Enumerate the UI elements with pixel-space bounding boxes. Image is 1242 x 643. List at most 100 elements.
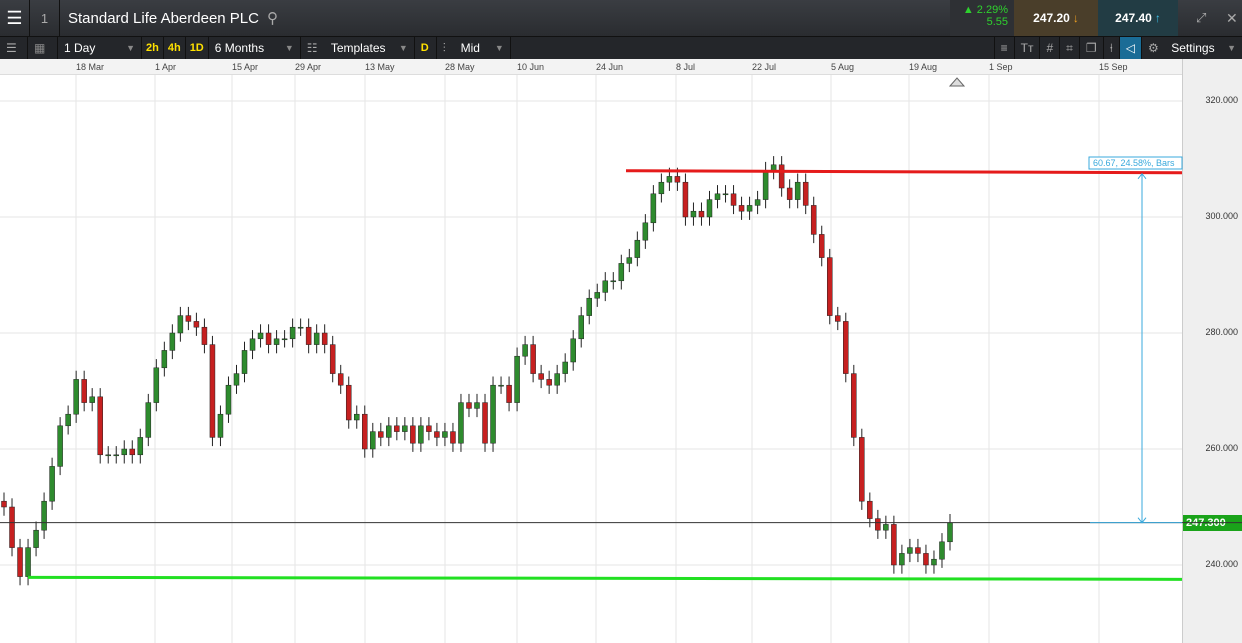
candle-body xyxy=(426,425,432,432)
menu-icon[interactable]: ☰ xyxy=(0,0,30,36)
candle-body xyxy=(281,338,288,341)
candle-body xyxy=(835,315,841,322)
candle-body xyxy=(201,326,208,345)
candle-body xyxy=(915,547,921,554)
draw-grid-icon[interactable]: ⌗ xyxy=(1060,37,1080,59)
templates-label: Templates xyxy=(330,41,386,55)
crosshair-icon[interactable]: ⍿ xyxy=(1104,37,1120,59)
candle-body xyxy=(289,326,296,340)
candle-body xyxy=(466,402,472,409)
arrow-down-icon xyxy=(1137,517,1147,524)
sell-button[interactable]: 247.20 ↓ xyxy=(1014,0,1098,36)
change-pct: 2.29% xyxy=(976,4,1008,16)
candle-body xyxy=(939,541,945,560)
close-icon[interactable]: ✕ xyxy=(1226,9,1238,26)
change-abs: 5.55 xyxy=(986,16,1008,28)
candle-body xyxy=(337,373,344,386)
x-tick-label: 8 Jul xyxy=(676,62,696,72)
candle-body xyxy=(586,297,592,316)
expand-icon[interactable]: ⤢ xyxy=(1196,10,1207,25)
window-number: 1 xyxy=(30,0,60,36)
indicators-icon[interactable]: ≡ xyxy=(993,37,1015,59)
arrow-up-icon xyxy=(1137,172,1147,180)
search-icon[interactable]: ⚲ xyxy=(266,10,278,27)
x-tick-label: 24 Jun xyxy=(596,62,624,72)
candle-body xyxy=(33,529,39,548)
layers-icon[interactable]: ❐ xyxy=(1080,37,1104,59)
range-value: 6 Months xyxy=(214,41,265,55)
candle-body xyxy=(353,413,360,421)
candle-body xyxy=(321,332,328,345)
candle-body xyxy=(73,379,79,415)
candle-body xyxy=(947,522,953,543)
buy-button[interactable]: 247.40 ↑ xyxy=(1098,0,1178,36)
instrument-title[interactable]: Standard Life Aberdeen PLC xyxy=(68,9,259,27)
candle-body xyxy=(730,193,737,206)
candle-body xyxy=(875,518,881,531)
candle-body xyxy=(9,506,15,548)
candle-body xyxy=(546,379,552,386)
y-tick-label: 300.000 xyxy=(1205,211,1238,221)
x-tick-label: 5 Aug xyxy=(831,62,855,72)
candle-body xyxy=(642,222,649,241)
candle-body xyxy=(450,431,456,444)
candle-body xyxy=(65,413,71,427)
candle-body xyxy=(121,448,128,456)
candle-body xyxy=(177,315,184,334)
candle-body xyxy=(818,234,825,258)
y-tick-label: 260.000 xyxy=(1205,443,1238,453)
candle-body xyxy=(265,332,272,345)
x-tick-label: 1 Sep xyxy=(989,62,1013,72)
candle-body xyxy=(714,193,721,200)
sliders-icon: ☷ xyxy=(306,41,318,55)
candle-body xyxy=(161,350,168,369)
candle-body xyxy=(514,355,520,403)
x-tick-label: 28 May xyxy=(445,62,475,72)
candle-body xyxy=(402,425,408,432)
price-type-select[interactable]: ⫶ Mid ▼ xyxy=(437,37,511,59)
candle-body xyxy=(313,332,320,345)
quick-2h[interactable]: 2h xyxy=(142,37,164,59)
candle-body xyxy=(249,338,256,351)
x-tick-label: 15 Sep xyxy=(1099,62,1128,72)
measure-label-box xyxy=(1088,156,1183,170)
candle-body xyxy=(578,315,584,340)
candle-body xyxy=(474,402,480,409)
price-axis[interactable]: 320.000 300.000 280.000 260.000 240.000 247.3… xyxy=(1182,59,1242,643)
templates-button[interactable]: ☷ Templates ▼ xyxy=(301,37,415,59)
list-icon[interactable]: ☰ xyxy=(0,37,28,59)
candle-body xyxy=(410,425,416,444)
interval-select[interactable]: 1 Day ▼ xyxy=(58,37,142,59)
candle-body xyxy=(41,500,47,531)
candle-body xyxy=(931,558,937,566)
layout-icon[interactable]: ▦ xyxy=(28,37,58,59)
grid-icon[interactable]: # xyxy=(1040,37,1061,59)
candle-body xyxy=(97,396,103,456)
candle-body xyxy=(770,164,777,171)
candle-body xyxy=(105,454,111,457)
candle-body xyxy=(570,338,576,363)
candle-body xyxy=(297,326,304,329)
candle-body xyxy=(650,193,657,224)
quick-4h[interactable]: 4h xyxy=(164,37,186,59)
d-button[interactable]: D xyxy=(415,37,437,59)
candle-body xyxy=(802,181,809,206)
settings-button[interactable]: ⚙ Settings ▼ xyxy=(1148,41,1236,55)
candles-icon: ⫶ xyxy=(442,40,446,55)
candle-body xyxy=(698,210,705,218)
x-tick-label: 19 Aug xyxy=(909,62,938,72)
candle-body xyxy=(185,315,192,322)
text-icon[interactable]: Tт xyxy=(1015,37,1041,59)
candle-body xyxy=(899,553,905,566)
range-select[interactable]: 6 Months ▼ xyxy=(209,37,301,59)
candle-body xyxy=(1,500,7,508)
candle-body xyxy=(81,379,87,403)
candle-body xyxy=(442,431,448,438)
candle-body xyxy=(257,332,264,340)
candle-body xyxy=(530,344,536,374)
tag-icon[interactable]: ◁ xyxy=(1119,37,1142,59)
quick-1d[interactable]: 1D xyxy=(186,37,209,59)
candle-body xyxy=(378,431,384,438)
candle-body xyxy=(362,413,368,450)
